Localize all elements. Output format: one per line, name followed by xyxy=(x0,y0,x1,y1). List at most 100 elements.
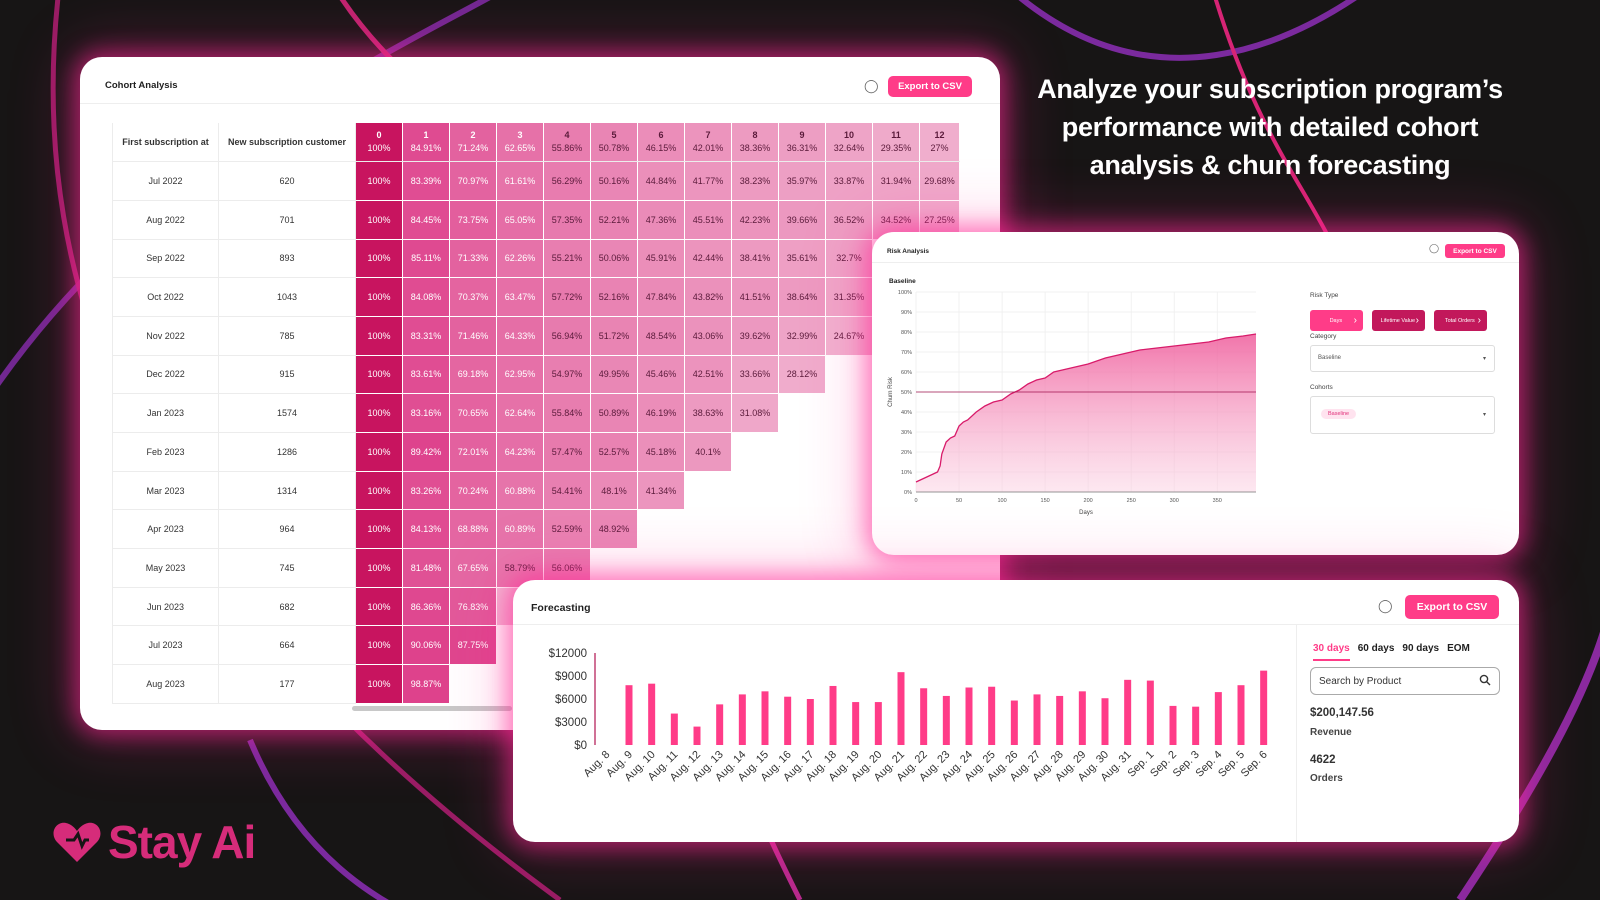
empty-cell xyxy=(685,471,732,510)
risk-type-button[interactable]: Days › xyxy=(1310,310,1363,331)
product-search-input[interactable]: Search by Product xyxy=(1310,667,1500,695)
retention-cell: 38.64% xyxy=(778,277,826,317)
period-number: 7 xyxy=(705,130,711,141)
category-select[interactable]: Baseline ▾ xyxy=(1310,345,1495,372)
retention-cell: 41.34% xyxy=(637,471,685,511)
period-header: 5 50.78% xyxy=(590,123,638,163)
retention-cell: 48.54% xyxy=(637,316,685,356)
retention-cell: 42.44% xyxy=(684,239,732,279)
retention-cell: 41.51% xyxy=(731,277,779,317)
table-row: Feb 2023 1286 100% 89.42% 72.01% 64.23% 57.47%… xyxy=(112,432,960,472)
divider xyxy=(80,103,1000,104)
retention-cell: 54.97% xyxy=(543,355,591,395)
period-average: 55.86% xyxy=(551,143,583,154)
forecast-bar xyxy=(1237,685,1245,745)
retention-cell: 32.7% xyxy=(825,239,873,279)
headline: Analyze your subscription program’s perf… xyxy=(1037,74,1503,180)
period-header: 8 38.36% xyxy=(731,123,779,163)
retention-cell: 100% xyxy=(355,432,403,472)
retention-cell: 45.51% xyxy=(684,200,732,240)
retention-cell: 48.1% xyxy=(590,471,638,511)
forecast-export-button[interactable]: Export to CSV xyxy=(1405,595,1499,619)
divider xyxy=(872,262,1519,263)
cohort-month: Oct 2022 xyxy=(112,277,219,317)
risk-type-label: Risk Type xyxy=(1310,292,1339,299)
chevron-right-icon: › xyxy=(1477,314,1481,326)
forecast-bar xyxy=(1260,670,1268,745)
cohort-month: Jun 2023 xyxy=(112,587,219,627)
retention-cell: 47.84% xyxy=(637,277,685,317)
table-row: Jan 2023 1574 100% 83.16% 70.65% 62.64% 55.84%… xyxy=(112,393,960,433)
cohort-count: 745 xyxy=(218,548,356,588)
empty-cell xyxy=(826,510,873,549)
table-row: Sep 2022 893 100% 85.11% 71.33% 62.26% 55.21% 5… xyxy=(112,239,960,279)
period-number: 8 xyxy=(752,130,758,141)
cohort-count: 620 xyxy=(218,161,356,201)
lightbulb-icon[interactable]: ◯ xyxy=(1378,598,1393,613)
retention-cell: 57.72% xyxy=(543,277,591,317)
retention-cell: 44.84% xyxy=(637,161,685,201)
divider xyxy=(513,624,1519,625)
forecast-bar xyxy=(738,694,746,745)
y-tick-label: 30% xyxy=(901,430,912,436)
category-label: Category xyxy=(1310,333,1337,340)
retention-cell: 76.83% xyxy=(449,587,497,627)
churn-risk-area xyxy=(916,334,1256,492)
retention-cell: 62.95% xyxy=(496,355,544,395)
retention-cell: 83.16% xyxy=(402,393,450,433)
forecast-bar xyxy=(693,726,701,745)
retention-cell: 35.61% xyxy=(778,239,826,279)
period-header: 6 46.15% xyxy=(637,123,685,163)
forecast-bar xyxy=(829,685,837,745)
period-average: 42.01% xyxy=(692,143,724,154)
forecast-bar xyxy=(625,685,633,745)
lightbulb-icon[interactable]: ◯ xyxy=(1429,243,1440,253)
retention-cell: 38.41% xyxy=(731,239,779,279)
retention-cell: 31.35% xyxy=(825,277,873,317)
risk-type-button[interactable]: Total Orders › xyxy=(1434,310,1487,331)
retention-cell: 29.68% xyxy=(919,161,960,201)
retention-cell: 64.33% xyxy=(496,316,544,356)
retention-cell: 49.95% xyxy=(590,355,638,395)
y-tick-label: 50% xyxy=(901,390,912,396)
x-tick-label: Sep. 6 xyxy=(1239,749,1270,780)
period-average: 71.24% xyxy=(457,143,489,154)
cohorts-select[interactable]: Baseline ▾ xyxy=(1310,396,1495,434)
forecast-bar xyxy=(761,691,769,745)
retention-cell: 60.88% xyxy=(496,471,544,511)
x-tick-label: 50 xyxy=(956,498,962,504)
retention-cell: 47.36% xyxy=(637,200,685,240)
retention-cell: 43.82% xyxy=(684,277,732,317)
period-average: 27% xyxy=(930,143,949,154)
tab-60-days[interactable]: 60 days xyxy=(1357,643,1395,654)
risk-type-button-label: Lifetime Value xyxy=(1380,317,1416,324)
risk-export-button[interactable]: Export to CSV xyxy=(1445,244,1505,258)
cohorts-label: Cohorts xyxy=(1310,384,1333,391)
retention-cell: 100% xyxy=(355,355,403,395)
heart-logo-icon xyxy=(53,822,101,862)
cohort-export-button[interactable]: Export to CSV xyxy=(888,76,972,97)
period-header: 11 29.35% xyxy=(872,123,920,163)
retention-cell: 62.26% xyxy=(496,239,544,279)
tab-eom[interactable]: EOM xyxy=(1447,643,1470,654)
cohort-chip[interactable]: Baseline xyxy=(1321,409,1357,419)
forecast-bar xyxy=(988,686,996,745)
retention-cell: 68.88% xyxy=(449,509,497,550)
tab-90-days[interactable]: 90 days xyxy=(1402,643,1440,654)
forecast-bar xyxy=(920,688,928,745)
retention-cell: 48.92% xyxy=(590,509,638,550)
forecast-bar xyxy=(716,704,724,745)
cohort-count: 1043 xyxy=(218,277,356,317)
stay-ai-logo: Stay Ai xyxy=(52,815,256,869)
retention-cell: 100% xyxy=(355,471,403,511)
table-row: Aug 2023 177 100% 98.87% xyxy=(112,664,960,704)
risk-type-button[interactable]: Lifetime Value › xyxy=(1372,310,1425,331)
forecast-bar xyxy=(942,695,950,745)
retention-cell: 71.33% xyxy=(449,239,497,279)
cohort-count: 682 xyxy=(218,587,356,627)
horizontal-scrollbar[interactable] xyxy=(352,706,512,711)
lightbulb-icon[interactable]: ◯ xyxy=(864,78,879,93)
tab-30-days[interactable]: 30 days xyxy=(1313,643,1350,661)
forecast-bar xyxy=(1078,691,1086,745)
cohort-count: 701 xyxy=(218,200,356,240)
